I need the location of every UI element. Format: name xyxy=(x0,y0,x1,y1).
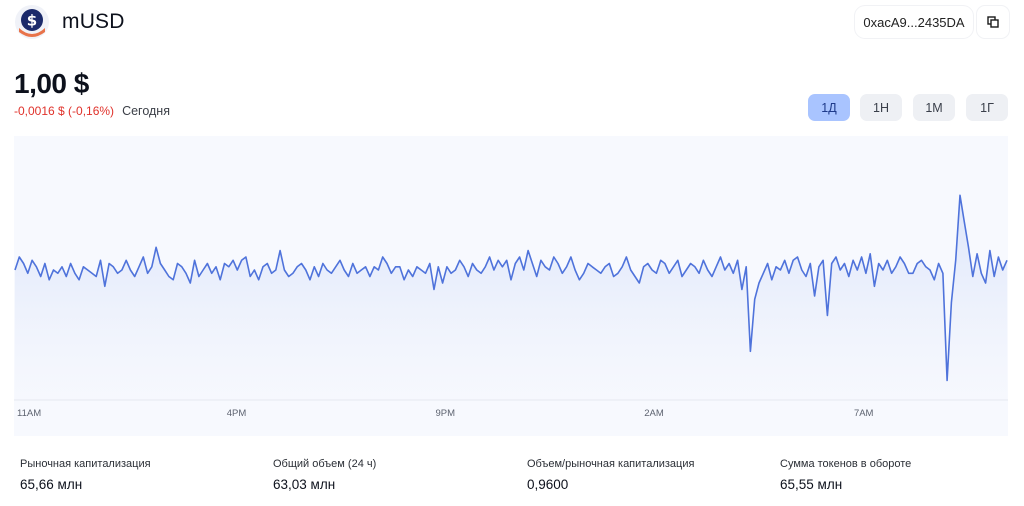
copy-icon xyxy=(987,16,999,28)
range-button-1d[interactable]: 1Д xyxy=(808,94,850,121)
contract-address: 0xacA9...2435DA xyxy=(863,14,965,30)
price-change-row: -0,0016 $ (-0,16%) Сегодня xyxy=(14,104,170,118)
x-tick-label: 7AM xyxy=(854,408,874,419)
price-change: -0,0016 $ (-0,16%) xyxy=(14,104,115,118)
price-area-fill xyxy=(15,195,1007,400)
stat-value: 0,9600 xyxy=(527,477,569,492)
stat-market-cap: Рыночная капитализация 65,66 млн xyxy=(20,458,151,492)
x-tick-label: 9PM xyxy=(435,408,455,419)
range-button-1w[interactable]: 1Н xyxy=(860,94,902,121)
stat-volume-market-cap: Объем/рыночная капитализация 0,9600 xyxy=(527,458,694,492)
contract-address-button[interactable]: 0xacA9...2435DA xyxy=(855,6,973,38)
token-price: 1,00 $ xyxy=(14,68,89,99)
svg-text:$: $ xyxy=(27,12,37,30)
stat-value: 63,03 млн xyxy=(273,477,336,492)
dollar-coin-icon: $ xyxy=(15,5,49,39)
stat-label: Объем/рыночная капитализация xyxy=(527,458,695,470)
stat-volume-24h: Общий объем (24 ч) 63,03 млн xyxy=(273,458,376,492)
stat-circulating-supply: Сумма токенов в обороте 65,55 млн xyxy=(780,458,911,492)
price-change-period: Сегодня xyxy=(122,104,170,118)
x-tick-label: 4PM xyxy=(227,408,247,419)
price-line xyxy=(14,194,1008,382)
stat-label: Рыночная капитализация xyxy=(20,458,151,470)
range-button-1y[interactable]: 1Г xyxy=(966,94,1008,121)
range-button-1m[interactable]: 1М xyxy=(913,94,955,121)
copy-address-button[interactable] xyxy=(977,6,1009,38)
token-name: mUSD xyxy=(62,10,125,33)
stat-label: Общий объем (24 ч) xyxy=(273,458,377,470)
stat-value: 65,55 млн xyxy=(780,477,843,492)
x-tick-label: 2AM xyxy=(644,408,664,419)
token-logo: $ xyxy=(14,4,50,40)
stat-value: 65,66 млн xyxy=(20,477,83,492)
stat-label: Сумма токенов в обороте xyxy=(780,458,912,470)
x-tick-label: 11AM xyxy=(17,408,41,419)
price-chart[interactable]: 11AM 4PM 9PM 2AM 7AM xyxy=(14,136,1008,436)
